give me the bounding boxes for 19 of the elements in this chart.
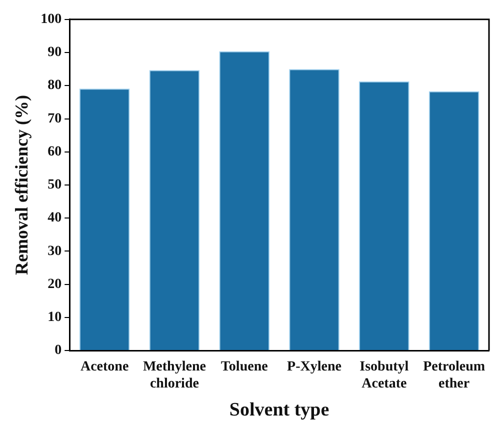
y-tick-label: 10 bbox=[48, 310, 62, 326]
y-tick-label: 60 bbox=[48, 144, 62, 160]
y-tick-label: 100 bbox=[40, 12, 62, 28]
x-tick-label: Isobutyl Acetate bbox=[360, 360, 409, 392]
y-tick-label: 20 bbox=[48, 276, 62, 292]
x-axis-title: Solvent type bbox=[229, 400, 330, 421]
y-tick-label: 80 bbox=[48, 78, 62, 94]
y-tick-label: 50 bbox=[48, 178, 62, 193]
y-tick-label: 30 bbox=[48, 244, 62, 259]
y-tick-label: 90 bbox=[48, 45, 62, 60]
x-tick-label: Toluene bbox=[220, 360, 268, 375]
x-tick-label: Petroleum ether bbox=[423, 360, 486, 392]
y-tick-label: 70 bbox=[48, 111, 62, 126]
y-tick-label: 40 bbox=[48, 210, 62, 226]
x-tick-label: Acetone bbox=[80, 360, 129, 375]
x-tick-label: P-Xylene bbox=[287, 360, 342, 375]
y-axis-title: Removal efficiency (%) bbox=[11, 95, 32, 275]
x-tick-label: Methylene chloride bbox=[142, 360, 206, 392]
y-tick-label: 0 bbox=[54, 343, 62, 358]
